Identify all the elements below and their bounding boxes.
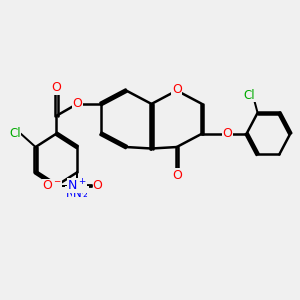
Text: O: O [172,169,182,182]
Text: Cl: Cl [244,88,255,101]
Text: O: O [72,98,82,110]
Text: Cl: Cl [9,127,21,140]
Text: NO₂: NO₂ [66,187,88,200]
Text: O: O [51,81,61,94]
Text: N: N [73,187,82,200]
Text: $\mathregular{N^+}$: $\mathregular{N^+}$ [68,178,87,193]
Text: O: O [93,179,103,192]
Text: O: O [172,82,182,96]
Text: O: O [222,127,232,140]
Text: $\mathregular{O^-}$: $\mathregular{O^-}$ [42,179,62,192]
